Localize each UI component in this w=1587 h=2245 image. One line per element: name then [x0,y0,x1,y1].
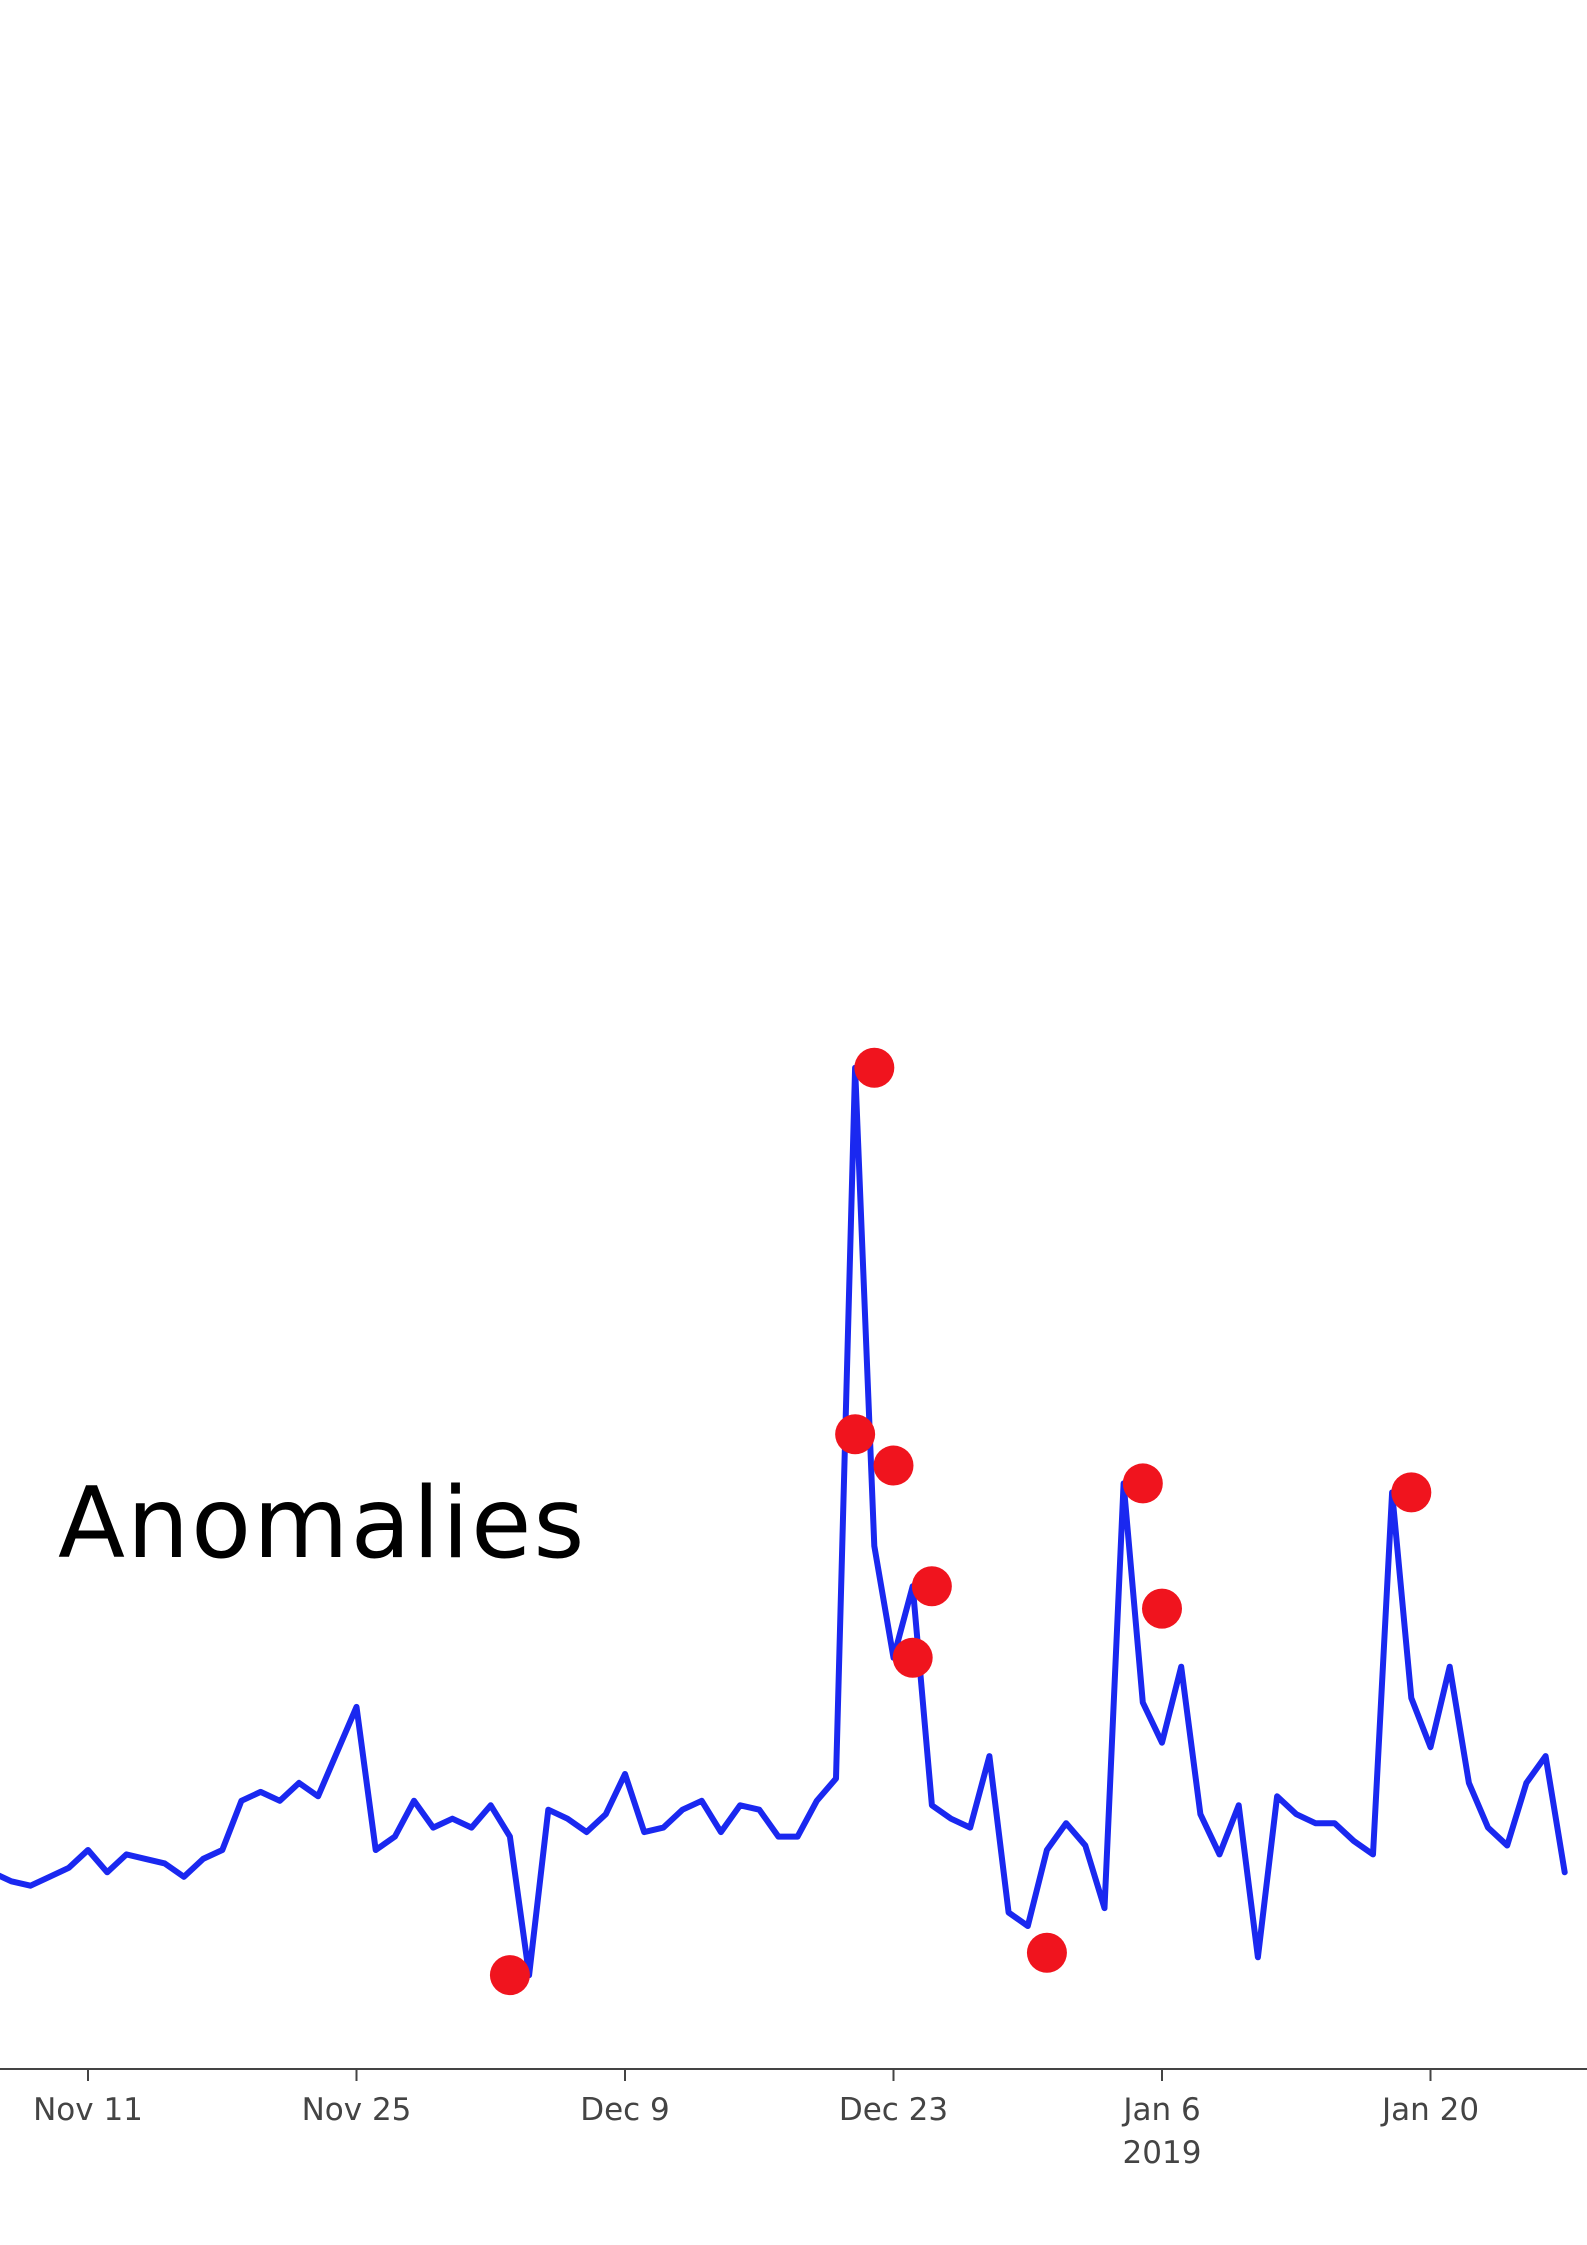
x-tick-label: Nov 25 [302,2092,412,2128]
series-line-group [0,1064,1568,1979]
x-tick-label: Dec 23 [839,2092,948,2128]
anomaly-point [1391,1472,1432,1513]
anomaly-point [1142,1588,1182,1629]
anomaly-point [911,1566,952,1607]
anomaly-point [835,1414,876,1455]
anomaly-point [489,1955,530,1996]
x-tick-label: Jan 20 [1380,2092,1479,2128]
anomaly-point [892,1637,933,1678]
chart-title: Anomalies [58,1467,586,1581]
anomaly-point [854,1047,895,1088]
x-tick-sublabel: 2019 [1123,2135,1202,2171]
x-tick-label: Nov 11 [33,2092,143,2128]
x-tick-label: Dec 9 [580,2092,670,2128]
x-tick-label: Jan 6 [1121,2092,1200,2128]
x-axis-ticks: Nov 11 Nov 25 Dec 9 Dec 23 Jan 6 2019 Jan 20 [33,2069,1479,2171]
series-line [0,1064,1568,1979]
anomaly-point [1122,1463,1163,1504]
anomaly-point [873,1445,914,1486]
anomaly-markers [489,1047,1432,1996]
anomaly-point [1026,1932,1067,1973]
